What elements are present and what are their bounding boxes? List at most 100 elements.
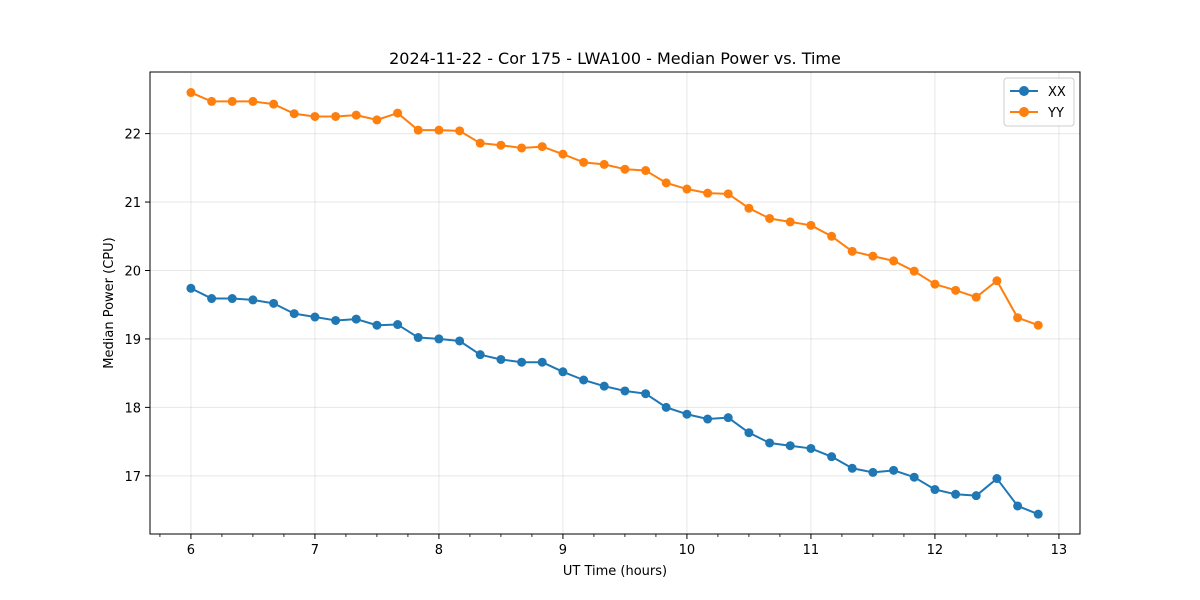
grid — [150, 72, 1080, 534]
legend-yy-marker — [1019, 107, 1029, 117]
x-tick-label: 13 — [1051, 543, 1068, 558]
series-yy-point — [248, 96, 258, 106]
series-layer — [186, 88, 1043, 519]
series-yy-point — [1013, 313, 1023, 323]
x-tick-label: 10 — [679, 543, 696, 558]
series-xx-point — [703, 414, 713, 424]
series-yy-point — [496, 140, 506, 150]
legend: XX YY — [1003, 77, 1075, 127]
plot-frame — [149, 71, 1081, 535]
series-xx-point — [475, 350, 485, 360]
series-xx-point — [517, 357, 527, 367]
x-tick-label: 8 — [435, 543, 443, 558]
series-xx-point — [971, 491, 981, 501]
series-yy-point — [744, 203, 754, 213]
series-xx-point — [992, 474, 1002, 484]
series-yy-point — [455, 126, 465, 136]
series-yy-point — [889, 256, 899, 266]
series-yy-point — [393, 108, 403, 118]
y-tick-label: 17 — [124, 470, 141, 485]
legend-xx-marker — [1019, 86, 1029, 96]
series-yy-point — [909, 266, 919, 276]
y-axis: 17 18 19 20 21 22 — [124, 128, 150, 485]
series-yy-point — [868, 251, 878, 261]
series-yy-point — [517, 143, 527, 153]
series-yy-point — [703, 188, 713, 198]
series-xx-point — [641, 389, 651, 399]
series-xx-point — [723, 413, 733, 423]
series-yy-point — [971, 292, 981, 302]
series-yy-point — [227, 96, 237, 106]
series-xx-point — [765, 438, 775, 448]
series-xx-point — [868, 467, 878, 477]
series-xx-point — [496, 354, 506, 364]
series-xx-point — [1013, 501, 1023, 511]
series-yy-point — [599, 159, 609, 169]
series-xx-point — [620, 386, 630, 396]
series-yy-point — [723, 189, 733, 199]
series-xx-point — [930, 485, 940, 495]
series-xx-point — [661, 402, 671, 412]
series-yy-point — [413, 125, 423, 135]
series-yy-point — [641, 166, 651, 176]
series-yy-point — [1033, 320, 1043, 330]
legend-xx-label: XX — [1048, 85, 1066, 100]
legend-yy-label: YY — [1047, 106, 1064, 121]
series-yy-point — [351, 110, 361, 120]
series-xx-point — [186, 283, 196, 293]
series-xx-point — [351, 314, 361, 324]
series-yy-point — [310, 111, 320, 121]
y-axis-label: Median Power (CPU) — [102, 237, 117, 368]
x-axis: 6 7 8 9 10 11 12 13 — [159, 534, 1068, 558]
series-yy-point — [951, 285, 961, 295]
series-xx-point — [227, 294, 237, 304]
series-yy-point — [269, 99, 279, 109]
x-tick-label: 9 — [559, 543, 567, 558]
series-yy-point — [661, 178, 671, 188]
series-xx-point — [558, 367, 568, 377]
series-xx-point — [537, 357, 547, 367]
y-tick-label: 18 — [124, 401, 141, 416]
series-xx-point — [269, 298, 279, 308]
series-xx-point — [310, 312, 320, 322]
series-yy-point — [434, 125, 444, 135]
series-yy-point — [289, 109, 299, 119]
series-xx-point — [579, 375, 589, 385]
series-yy-point — [847, 246, 857, 256]
series-yy-point — [620, 164, 630, 174]
series-xx-point — [951, 489, 961, 499]
series-xx-point — [599, 381, 609, 391]
series-xx-point — [413, 333, 423, 343]
series-yy-point — [372, 115, 382, 125]
y-tick-label: 22 — [124, 128, 141, 143]
series-xx-point — [1033, 509, 1043, 519]
x-tick-label: 6 — [187, 543, 195, 558]
series-yy-point — [930, 279, 940, 289]
series-xx-point — [909, 472, 919, 482]
y-tick-label: 19 — [124, 333, 141, 348]
x-tick-label: 12 — [927, 543, 944, 558]
series-yy-point — [785, 217, 795, 227]
y-tick-label: 21 — [124, 196, 141, 211]
series-xx-point — [289, 309, 299, 319]
x-tick-label: 7 — [311, 543, 319, 558]
series-yy-point — [537, 142, 547, 152]
series-xx-point — [682, 409, 692, 419]
series-yy-point — [682, 184, 692, 194]
chart-title: 2024-11-22 - Cor 175 - LWA100 - Median P… — [389, 49, 841, 68]
series-yy-point — [186, 88, 196, 98]
x-axis-label: UT Time (hours) — [563, 564, 667, 579]
series-xx-point — [806, 443, 816, 453]
x-tick-label: 11 — [803, 543, 820, 558]
series-xx-point — [744, 428, 754, 438]
series-xx-point — [455, 336, 465, 346]
series-yy-point — [765, 213, 775, 223]
series-xx-point — [207, 294, 217, 304]
series-yy-point — [806, 220, 816, 230]
series-yy-point — [558, 149, 568, 159]
series-yy-point — [207, 96, 217, 106]
series-yy-point — [827, 231, 837, 241]
series-xx-point — [847, 463, 857, 473]
